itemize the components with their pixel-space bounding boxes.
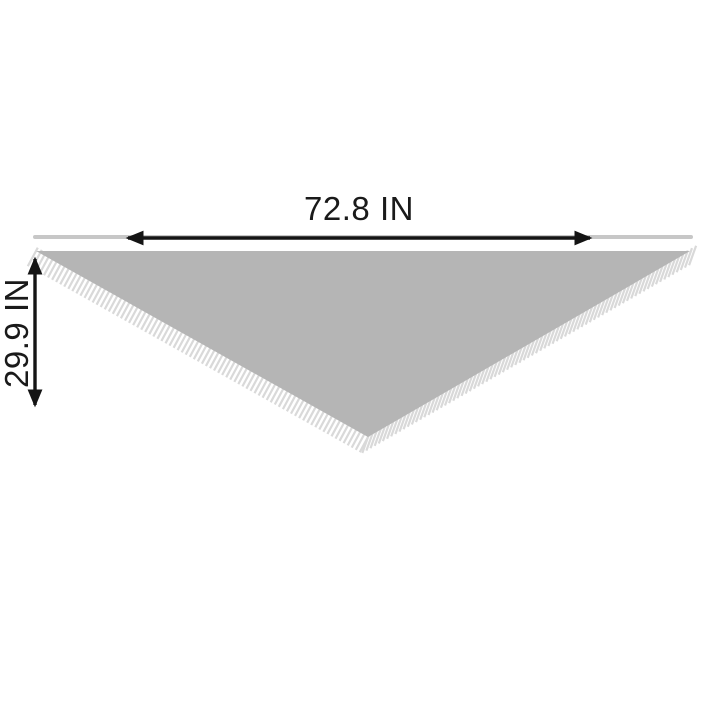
shawl-fabric-triangle — [36, 251, 690, 437]
fringe-strands — [361, 245, 698, 454]
width-dimension-label: 72.8 IN — [304, 190, 414, 227]
fringe-right-edge — [361, 245, 698, 454]
height-dimension-label: 29.9 IN — [0, 278, 35, 388]
